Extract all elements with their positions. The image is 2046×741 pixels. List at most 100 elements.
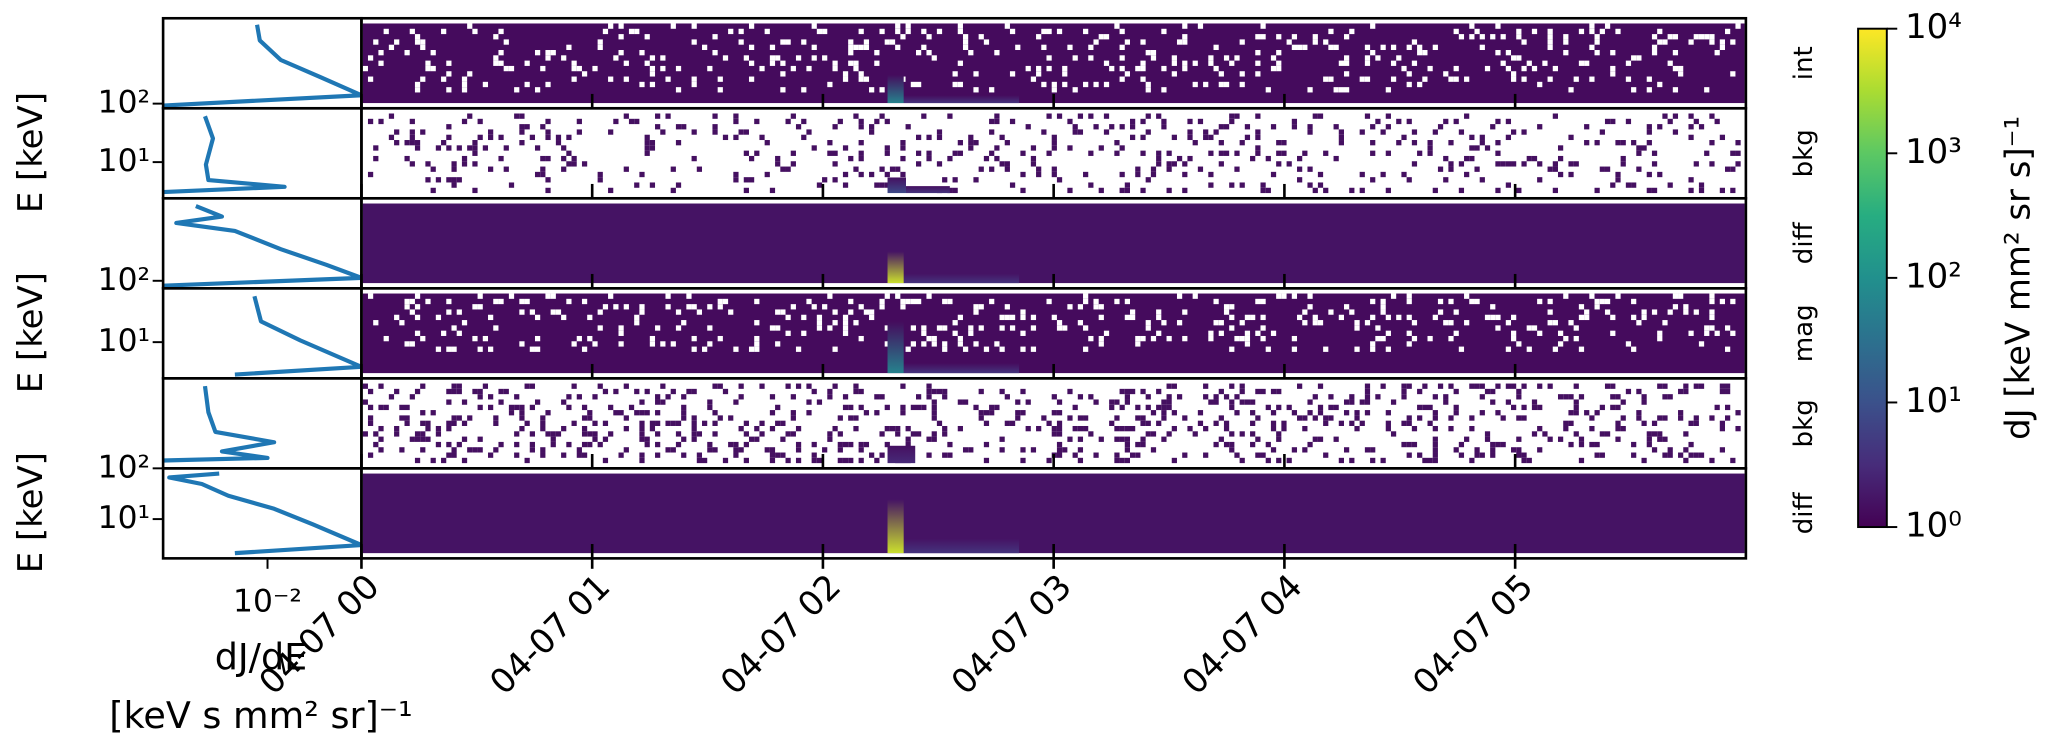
empty-bin [1547,28,1553,35]
bin [764,171,770,178]
empty-bin [1625,60,1632,66]
bin [1625,118,1632,125]
empty-bin [1260,325,1266,331]
bin [1526,155,1532,162]
bin [1250,155,1256,162]
bin [634,182,640,188]
bin [832,425,838,432]
bin [1531,404,1538,411]
bin [461,436,468,442]
spectrogram-background [362,113,1745,194]
empty-bin [1552,320,1558,326]
bin [529,441,535,448]
empty-bin [1474,28,1480,35]
empty-bin [608,293,614,299]
empty-bin [1547,44,1553,51]
bin [519,410,525,416]
bin [1390,399,1397,405]
bin [456,388,462,395]
empty-bin [1542,60,1548,66]
empty-bin [1521,65,1527,72]
empty-bin [639,304,645,310]
bin [1651,420,1658,426]
bin [503,388,509,395]
empty-bin [1145,325,1151,331]
empty-bin [973,309,979,315]
empty-bin [1239,320,1245,326]
empty-bin [785,314,791,321]
bin [1103,129,1110,135]
bin [1589,441,1595,448]
empty-bin [1098,304,1104,310]
bin [498,134,504,141]
bin [1030,155,1037,162]
bin [983,441,990,448]
bin [769,447,776,453]
bin [1500,415,1506,421]
bin [597,441,603,448]
bin [587,441,593,448]
bin [957,140,963,146]
bin [519,425,525,432]
bin [1432,441,1438,448]
bin [1145,394,1151,400]
bin [816,457,823,464]
bin [900,410,906,416]
empty-bin [1364,60,1371,66]
bin [1364,410,1371,416]
bin [707,441,713,448]
empty-bin [1495,50,1501,56]
bin [884,425,890,432]
bin [1364,113,1371,119]
bin [613,118,619,125]
empty-bin [1276,293,1282,299]
bin [994,113,1000,119]
bin [482,145,489,151]
bin [456,415,462,421]
empty-bin [430,50,436,56]
empty-bin [435,346,442,352]
empty-bin [1124,71,1130,77]
y-axis-label: E [keV] [11,452,50,573]
empty-bin [1484,65,1491,72]
bin [430,410,436,416]
bin [1401,383,1407,389]
bin [1276,150,1282,156]
bin [1573,399,1579,405]
empty-bin [550,309,556,315]
bin [900,140,906,146]
empty-bin [1297,44,1303,51]
empty-bin [691,81,697,88]
empty-bin [1244,341,1251,347]
empty-bin [968,50,974,56]
bin [461,155,468,162]
empty-bin [827,325,833,331]
empty-bin [576,65,582,72]
empty-bin [780,71,786,77]
empty-bin [1615,293,1621,299]
bin [790,161,796,167]
empty-bin [1698,34,1705,40]
bin [1432,447,1438,453]
empty-bin [1354,325,1360,331]
bin [691,388,697,395]
bin [1359,399,1365,405]
empty-bin [1448,76,1454,82]
bin [1260,452,1266,458]
bin [1521,452,1527,458]
bin [1678,452,1684,458]
bin [1166,161,1172,167]
bin [1323,452,1329,458]
bin [1276,404,1282,411]
empty-bin [738,28,744,35]
bin [1719,134,1726,141]
bin [1349,420,1355,426]
bin [1568,420,1574,426]
empty-bin [775,55,781,61]
empty-bin [801,39,807,45]
bin [1594,187,1600,194]
bin [634,118,640,125]
empty-bin [576,335,582,342]
empty-bin [1537,298,1543,305]
bin [842,171,849,178]
